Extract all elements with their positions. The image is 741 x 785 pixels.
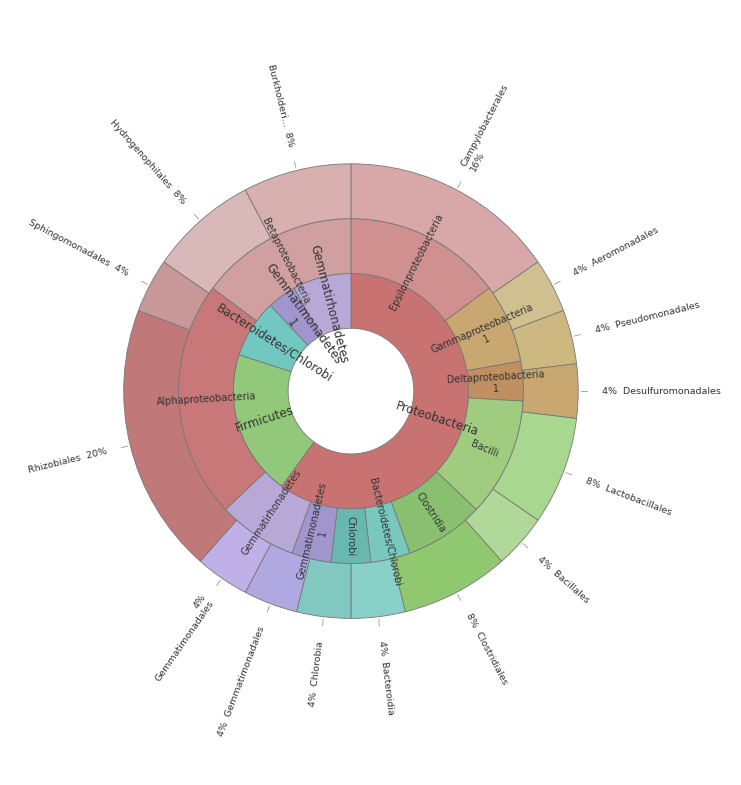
Wedge shape xyxy=(391,472,476,553)
Text: Gemmatirhonadetes: Gemmatirhonadetes xyxy=(239,468,303,557)
Text: Gammaproteobacteria
1: Gammaproteobacteria 1 xyxy=(429,302,539,366)
Text: Clostridia: Clostridia xyxy=(413,491,448,535)
Text: Campylobacterales
16%: Campylobacterales 16% xyxy=(459,82,519,173)
Text: 8%  Lactobacillales: 8% Lactobacillales xyxy=(585,476,673,517)
Wedge shape xyxy=(465,489,538,561)
Text: Rhizobiales  20%: Rhizobiales 20% xyxy=(27,447,108,475)
Text: Bacteroidetes/Chlorobi: Bacteroidetes/Chlorobi xyxy=(214,301,335,385)
Text: Firmicutes: Firmicutes xyxy=(234,403,296,435)
Text: Chlorobi: Chlorobi xyxy=(346,516,356,557)
Wedge shape xyxy=(245,544,310,612)
Wedge shape xyxy=(233,355,314,486)
Wedge shape xyxy=(436,398,523,509)
Wedge shape xyxy=(365,502,410,562)
Wedge shape xyxy=(213,219,351,321)
Wedge shape xyxy=(225,472,310,553)
Text: Deltaproteobacteria
1: Deltaproteobacteria 1 xyxy=(446,369,545,396)
Text: 4%  Gemmatimonadales: 4% Gemmatimonadales xyxy=(216,625,266,737)
Wedge shape xyxy=(331,508,371,564)
Text: 8%  Clostridiales: 8% Clostridiales xyxy=(464,612,508,686)
Text: Betaproteobacteria: Betaproteobacteria xyxy=(260,217,311,306)
Text: Bacilli: Bacilli xyxy=(469,438,499,459)
Wedge shape xyxy=(392,520,502,612)
Wedge shape xyxy=(124,311,236,561)
Text: 4%  Pseudomonadales: 4% Pseudomonadales xyxy=(594,301,700,335)
Text: Proteobacteria: Proteobacteria xyxy=(393,400,480,439)
Text: 4%  Bacteroidia: 4% Bacteroidia xyxy=(376,641,395,715)
Wedge shape xyxy=(282,273,468,509)
Text: Hydrogenophilales  8%: Hydrogenophilales 8% xyxy=(108,118,187,206)
Wedge shape xyxy=(292,502,337,562)
Wedge shape xyxy=(493,412,576,520)
Wedge shape xyxy=(351,164,538,293)
Text: Epsilonproteobacteria: Epsilonproteobacteria xyxy=(388,211,445,312)
Text: 4%
Gemmatimonadales: 4% Gemmatimonadales xyxy=(145,593,216,683)
Wedge shape xyxy=(467,361,523,401)
Wedge shape xyxy=(445,288,521,371)
Wedge shape xyxy=(294,273,351,336)
Text: Gemmatimonadetes
1: Gemmatimonadetes 1 xyxy=(251,261,345,375)
Text: 4%  Desulfuromonadales: 4% Desulfuromonadales xyxy=(602,386,721,396)
Text: Gemmatimonadetes
1: Gemmatimonadetes 1 xyxy=(296,481,339,583)
Wedge shape xyxy=(179,288,265,509)
Wedge shape xyxy=(351,219,489,321)
Text: Alphaproteobacteria: Alphaproteobacteria xyxy=(156,392,256,407)
Text: Bacteroidetes/Chlorobi: Bacteroidetes/Chlorobi xyxy=(367,477,402,587)
Wedge shape xyxy=(351,559,405,619)
Wedge shape xyxy=(493,262,563,330)
Wedge shape xyxy=(245,164,351,239)
Text: Gemmatirhonadetes: Gemmatirhonadetes xyxy=(307,243,350,364)
Wedge shape xyxy=(164,190,270,293)
Wedge shape xyxy=(270,288,321,345)
Text: 4%  Aeromonadales: 4% Aeromonadales xyxy=(571,226,659,278)
Wedge shape xyxy=(296,559,351,619)
Text: 4%  Bacillales: 4% Bacillales xyxy=(536,554,591,604)
Wedge shape xyxy=(512,311,576,371)
Wedge shape xyxy=(139,262,209,330)
Text: Burkholderi...  8%: Burkholderi... 8% xyxy=(266,64,295,148)
Text: Sphingomonadales  4%: Sphingomonadales 4% xyxy=(27,218,130,278)
Wedge shape xyxy=(200,520,270,593)
Wedge shape xyxy=(239,305,308,371)
Text: 4%  Chlorobia: 4% Chlorobia xyxy=(308,641,325,706)
Wedge shape xyxy=(522,363,578,418)
